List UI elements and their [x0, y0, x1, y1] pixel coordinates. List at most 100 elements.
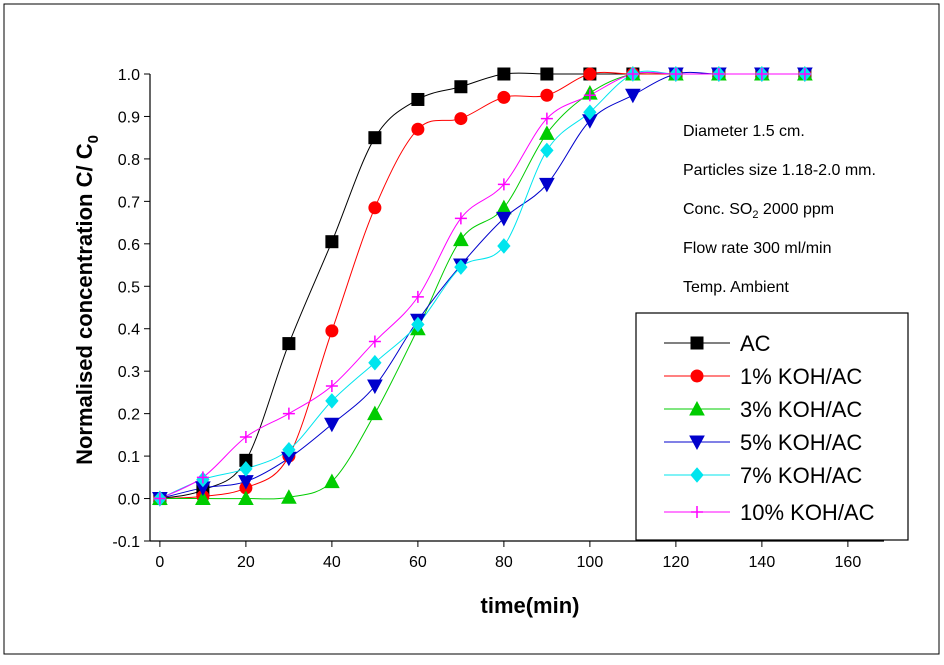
marker — [281, 489, 297, 504]
x-tick-label: 160 — [835, 554, 862, 571]
marker — [195, 490, 211, 506]
y-tick-label: 0.5 — [118, 279, 140, 296]
annotation: Diameter 1.5 cm. — [683, 123, 805, 140]
x-tick-label: 20 — [237, 554, 255, 571]
annotation: Temp. Ambient — [683, 279, 789, 296]
marker — [798, 68, 811, 80]
marker — [411, 122, 425, 136]
marker — [196, 471, 209, 484]
x-tick-label: 120 — [663, 554, 690, 571]
marker — [454, 112, 468, 126]
marker — [625, 88, 641, 104]
y-axis-title: Normalised concentration C/ C0 — [72, 135, 102, 465]
marker — [583, 67, 597, 81]
marker — [282, 337, 296, 351]
marker — [497, 178, 510, 191]
legend-marker — [690, 467, 704, 483]
legend-label: 5% KOH/AC — [740, 430, 862, 455]
legend-label: 10% KOH/AC — [740, 500, 875, 525]
marker — [454, 259, 468, 275]
marker — [454, 80, 468, 94]
annotation-text: 2000 ppm — [758, 201, 834, 218]
marker — [669, 68, 682, 80]
marker — [540, 88, 554, 102]
marker — [238, 490, 254, 506]
legend-marker — [691, 506, 703, 518]
marker — [153, 492, 166, 505]
marker — [368, 354, 382, 371]
marker — [540, 67, 554, 81]
annotation-text: Conc. SO — [683, 201, 752, 218]
annotation: Particles size 1.18-2.0 mm. — [683, 162, 876, 179]
y-tick-label: 0.4 — [118, 322, 140, 339]
legend-label: AC — [740, 331, 771, 356]
marker — [367, 405, 383, 421]
x-axis-title: time(min) — [481, 593, 580, 618]
marker — [324, 473, 340, 489]
series-line — [159, 71, 805, 500]
marker — [239, 430, 252, 443]
series-line — [159, 71, 805, 499]
annotation-subscript: 2 — [752, 209, 758, 221]
annotation-text: Flow rate 300 ml/min — [683, 240, 832, 257]
marker — [325, 380, 338, 393]
marker — [583, 89, 596, 102]
y-axis-title-subscript: 0 — [85, 135, 102, 143]
frame — [3, 3, 940, 655]
marker — [368, 131, 382, 145]
x-tick-label: 80 — [495, 554, 513, 571]
annotation-text: Particles size 1.18-2.0 mm. — [683, 162, 876, 179]
marker — [411, 290, 424, 303]
y-tick-label: 0.3 — [118, 364, 140, 381]
y-tick-label: 0.1 — [118, 449, 140, 466]
annotation-text: Temp. Ambient — [683, 279, 789, 296]
marker — [368, 335, 381, 348]
annotation: Flow rate 300 ml/min — [683, 240, 832, 257]
y-tick-label: 0.7 — [118, 194, 140, 211]
marker — [497, 90, 511, 104]
marker — [324, 417, 340, 433]
y-tick-label: 0.2 — [118, 407, 140, 424]
y-tick-label: 1.0 — [118, 67, 140, 84]
marker — [497, 238, 511, 254]
marker — [496, 211, 512, 227]
marker — [367, 379, 383, 395]
legend-marker — [690, 369, 704, 383]
marker — [712, 68, 725, 80]
marker — [496, 199, 512, 215]
marker — [325, 235, 339, 249]
legend-label: 1% KOH/AC — [740, 364, 862, 389]
y-tick-label: 0.0 — [118, 492, 140, 509]
x-tick-label: 100 — [577, 554, 604, 571]
marker — [539, 177, 555, 193]
marker — [755, 68, 768, 80]
marker — [325, 324, 339, 338]
legend-box — [635, 312, 909, 541]
marker — [497, 67, 511, 81]
y-axis-title-text: Normalised concentration C/ C — [72, 143, 97, 465]
y-tick-label: 0.9 — [118, 109, 140, 126]
x-tick-label: 40 — [323, 554, 341, 571]
marker — [239, 461, 253, 477]
y-tick-label: -0.1 — [112, 534, 140, 551]
marker — [454, 212, 467, 225]
marker — [368, 201, 382, 215]
legend-label: 7% KOH/AC — [740, 463, 862, 488]
marker — [626, 68, 639, 80]
y-tick-label: 0.6 — [118, 237, 140, 254]
marker — [282, 441, 296, 458]
x-tick-label: 60 — [409, 554, 427, 571]
marker — [453, 231, 469, 247]
marker — [583, 104, 597, 120]
marker — [539, 125, 555, 140]
legend-label: 3% KOH/AC — [740, 397, 862, 422]
marker — [282, 407, 295, 420]
marker — [540, 112, 553, 125]
marker — [411, 316, 425, 333]
legend-marker — [689, 400, 705, 416]
legend-marker — [690, 336, 704, 350]
x-tick-label: 0 — [155, 554, 164, 571]
marker — [540, 142, 554, 159]
